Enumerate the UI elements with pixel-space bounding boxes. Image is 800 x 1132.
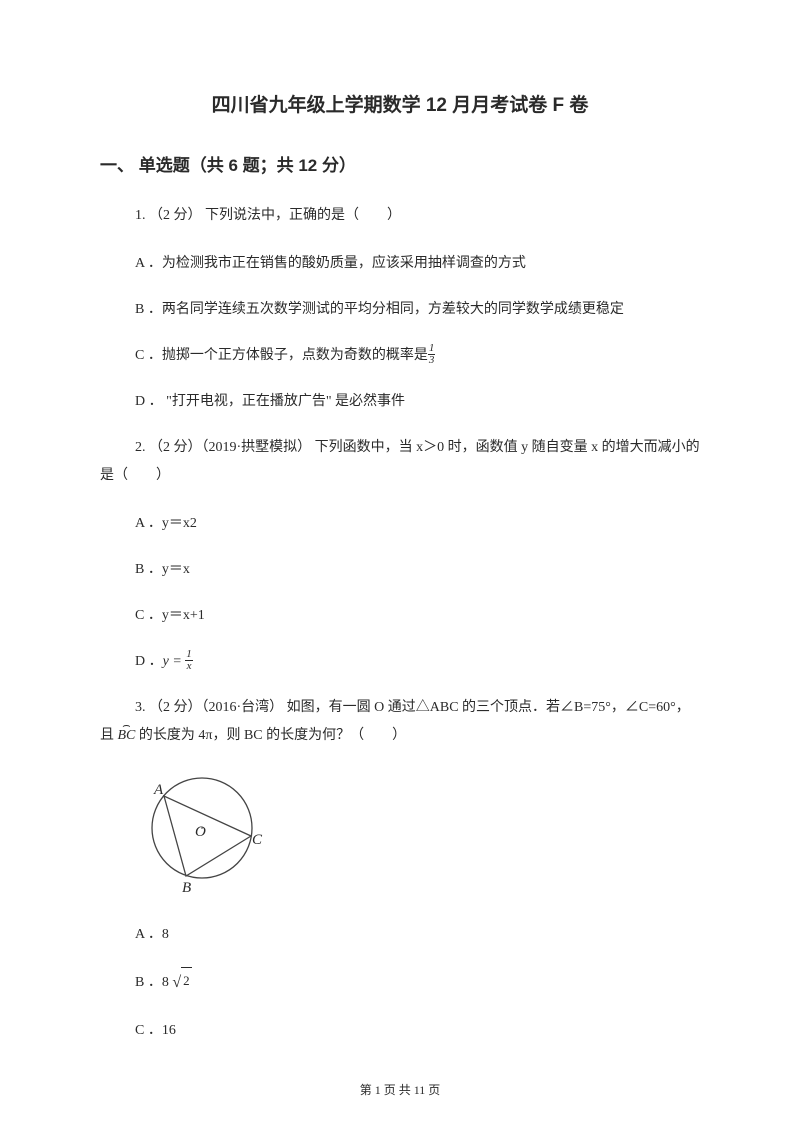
q2-option-d: D ．y = 1x — [100, 648, 700, 676]
svg-text:C: C — [252, 832, 263, 848]
q1-option-d: D ． "打开电视，正在播放广告" 是必然事件 — [100, 388, 700, 416]
q2-option-b: B ．y＝x — [100, 556, 700, 584]
q1-option-a: A ．为检测我市正在销售的酸奶质量，应该采用抽样调查的方式 — [100, 250, 700, 278]
fraction-icon: 13 — [428, 343, 436, 367]
q2-option-d-prefix: D ． — [135, 654, 163, 669]
svg-text:B: B — [182, 880, 191, 896]
q3-option-a: A ．8 — [100, 921, 700, 949]
page-footer: 第 1 页 共 11 页 — [0, 1081, 800, 1098]
svg-text:A: A — [153, 782, 164, 798]
q1-option-c: C ．抛掷一个正方体骰子，点数为奇数的概率是13 — [100, 342, 700, 370]
arc-bc-icon: BC — [118, 722, 136, 750]
q2-stem: 2. （2 分）（2019·拱墅模拟） 下列函数中，当 x＞0 时，函数值 y … — [100, 434, 700, 490]
q3-option-b: B ．8 √2 — [100, 967, 700, 999]
q3-figure: A B C O — [140, 770, 700, 903]
q3-option-b-prefix: B ．8 — [135, 975, 172, 990]
q3-stem: 3. （2 分）（2016·台湾） 如图，有一圆 O 通过△ABC 的三个顶点．… — [100, 694, 700, 750]
sqrt-icon: √2 — [172, 967, 191, 999]
q1-option-c-text: C ．抛掷一个正方体骰子，点数为奇数的概率是 — [135, 348, 428, 363]
q3-stem-post: 的长度为 4π，则 BC 的长度为何？（ ） — [135, 728, 406, 743]
q2-option-a: A ．y＝x2 — [100, 510, 700, 538]
q1-stem: 1. （2 分） 下列说法中，正确的是（ ） — [100, 202, 700, 230]
fraction-icon: 1x — [185, 649, 193, 673]
page-title: 四川省九年级上学期数学 12 月月考试卷 F 卷 — [100, 90, 700, 117]
section-header: 一、 单选题（共 6 题；共 12 分） — [100, 151, 700, 176]
q2-d-y: y = — [163, 654, 182, 669]
q3-option-c: C ．16 — [100, 1017, 700, 1045]
circle-triangle-diagram: A B C O — [140, 770, 280, 898]
svg-text:O: O — [195, 824, 206, 840]
q2-option-c: C ．y＝x+1 — [100, 602, 700, 630]
q1-option-b: B ．两名同学连续五次数学测试的平均分相同，方差较大的同学数学成绩更稳定 — [100, 296, 700, 324]
